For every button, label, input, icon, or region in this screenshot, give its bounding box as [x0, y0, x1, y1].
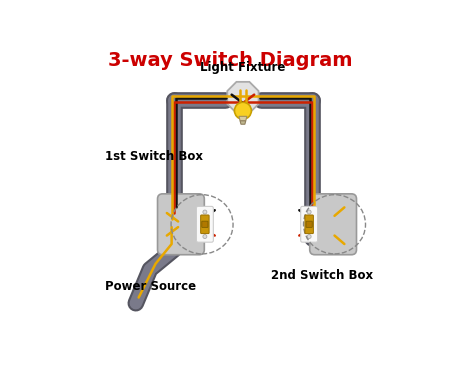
Text: Light Fixture: Light Fixture — [200, 60, 286, 74]
Circle shape — [235, 102, 251, 119]
FancyBboxPatch shape — [310, 194, 356, 255]
FancyBboxPatch shape — [157, 194, 204, 255]
Text: 2nd Switch Box: 2nd Switch Box — [271, 269, 373, 281]
Polygon shape — [239, 116, 247, 121]
FancyBboxPatch shape — [201, 215, 209, 234]
FancyBboxPatch shape — [202, 221, 208, 227]
FancyBboxPatch shape — [306, 221, 312, 227]
Text: 3-way Switch Diagram: 3-way Switch Diagram — [108, 51, 352, 70]
Text: Power Source: Power Source — [105, 280, 196, 293]
Circle shape — [307, 210, 311, 214]
Circle shape — [203, 210, 207, 214]
Circle shape — [307, 235, 311, 239]
Circle shape — [203, 235, 207, 239]
FancyBboxPatch shape — [305, 215, 313, 234]
FancyBboxPatch shape — [301, 206, 318, 242]
Polygon shape — [228, 82, 258, 113]
FancyBboxPatch shape — [196, 206, 213, 242]
Text: 1st Switch Box: 1st Switch Box — [105, 150, 203, 163]
Polygon shape — [240, 121, 246, 124]
